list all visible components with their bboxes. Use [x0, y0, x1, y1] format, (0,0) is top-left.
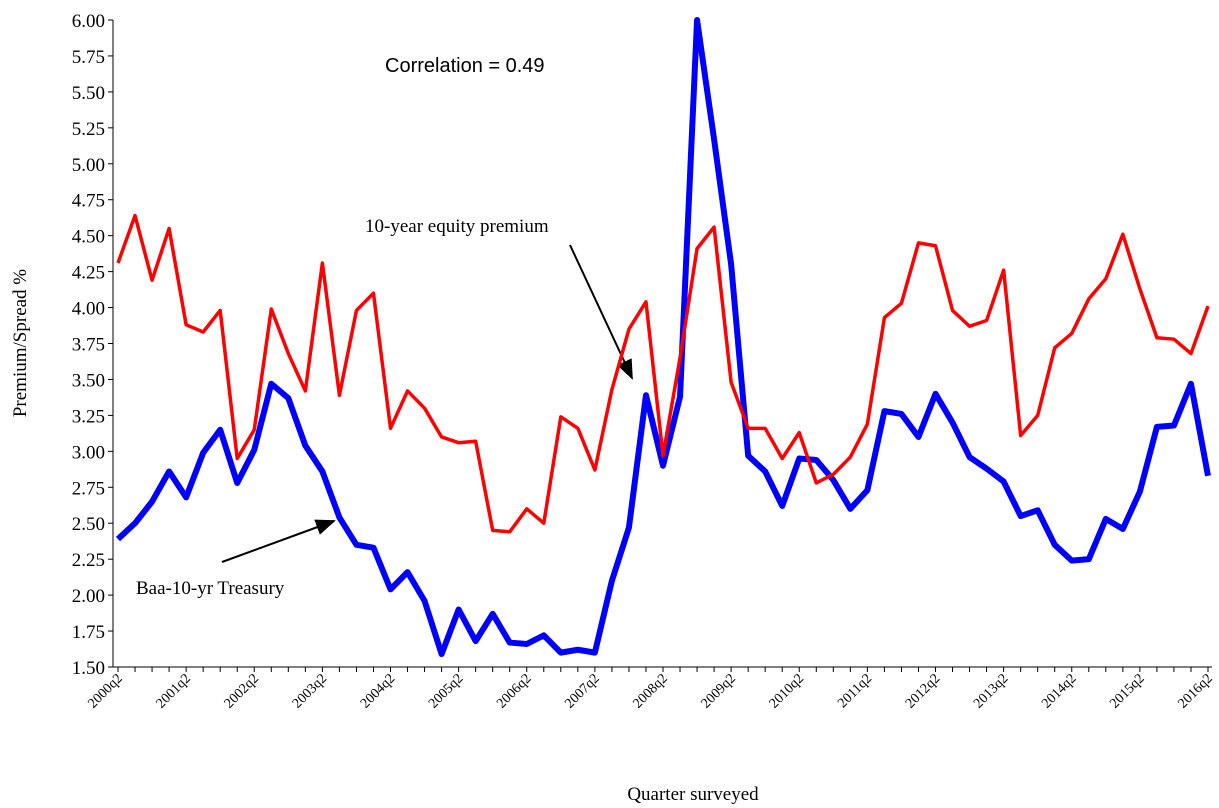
y-axis-title: Premium/Spread % — [10, 269, 31, 417]
series-line — [115, 17, 1211, 658]
y-tick-label: 2.25 — [72, 550, 105, 571]
x-tick-label: 2003q2 — [290, 671, 330, 711]
x-tick-label: 2009q2 — [699, 671, 739, 711]
x-tick-label: 2015q2 — [1107, 671, 1147, 711]
y-tick-label: 2.75 — [72, 478, 105, 499]
y-tick-label: 3.00 — [72, 442, 105, 463]
y-tick-label: 5.50 — [72, 83, 105, 104]
y-tick-label: 2.50 — [72, 514, 105, 535]
x-tick-label: 2006q2 — [494, 671, 534, 711]
y-tick-label: 3.25 — [72, 406, 105, 427]
y-tick-label: 3.50 — [72, 370, 105, 391]
y-tick-label: 4.00 — [72, 299, 105, 320]
x-tick-label: 2007q2 — [562, 671, 602, 711]
y-tick-label: 4.75 — [72, 191, 105, 212]
x-tick-label: 2012q2 — [903, 671, 943, 711]
x-tick-label: 2008q2 — [631, 671, 671, 711]
x-tick-label: 2011q2 — [835, 671, 875, 711]
correlation-note: Correlation = 0.49 — [385, 55, 545, 77]
y-tick-label: 2.00 — [72, 586, 105, 607]
y-tick-label: 1.50 — [72, 658, 105, 679]
x-tick-label: 2002q2 — [222, 671, 262, 711]
x-tick-label: 2004q2 — [358, 671, 398, 711]
y-tick-label: 5.25 — [72, 119, 105, 140]
arrow — [221, 519, 336, 563]
y-tick-label: 4.50 — [72, 227, 105, 248]
y-tick-label: 1.75 — [72, 622, 105, 643]
y-tick-label: 6.00 — [72, 11, 105, 32]
arrow — [569, 244, 633, 380]
x-tick-label: 2010q2 — [767, 671, 807, 711]
x-tick-label: 2013q2 — [971, 671, 1011, 711]
series-line — [116, 213, 1210, 534]
x-tick-label: 2005q2 — [426, 671, 466, 711]
x-tick-label: 2001q2 — [154, 671, 194, 711]
series-label: Baa-10-yr Treasury — [136, 578, 285, 599]
x-tick-label: 2016q2 — [1176, 671, 1216, 711]
y-tick-label: 3.75 — [72, 335, 105, 356]
y-tick-label: 5.00 — [72, 155, 105, 176]
y-tick-label: 4.25 — [72, 263, 105, 284]
x-axis-title: Quarter surveyed — [627, 784, 759, 805]
series-label: 10-year equity premium — [365, 216, 549, 237]
y-tick-label: 5.75 — [72, 47, 105, 68]
x-tick-label: 2014q2 — [1039, 671, 1079, 711]
